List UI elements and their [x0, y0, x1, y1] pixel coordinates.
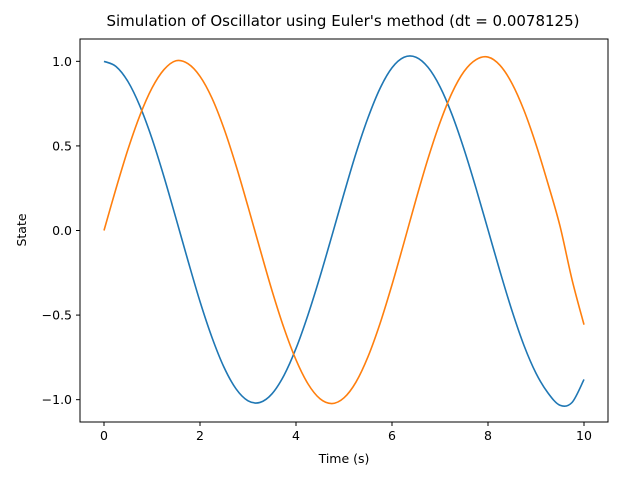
x-tick-label: 0: [100, 428, 108, 443]
plot-lines: [103, 55, 585, 408]
y-tick-label: −0.5: [42, 308, 72, 323]
y-tick-label: 0.5: [52, 138, 72, 153]
x-tick-label: 10: [576, 428, 592, 443]
y-tick-label: 1.0: [52, 54, 72, 69]
x-axis-label: Time (s): [318, 451, 370, 466]
plot-frame: [79, 38, 609, 423]
y-tick-label: 0.0: [52, 223, 72, 238]
x-tick-label: 6: [388, 428, 396, 443]
series-line-1: [103, 55, 585, 408]
x-axis: 0 2 4 6 8 10: [100, 422, 592, 443]
y-axis: −1.0 −0.5 0.0 0.5 1.0: [42, 54, 80, 407]
x-tick-label: 2: [196, 428, 204, 443]
x-tick-label: 4: [292, 428, 300, 443]
y-tick-label: −1.0: [42, 392, 72, 407]
y-axis-label: State: [14, 213, 29, 246]
x-tick-label: 8: [484, 428, 492, 443]
chart-title: Simulation of Oscillator using Euler's m…: [106, 12, 579, 30]
series-line-2: [103, 55, 585, 405]
